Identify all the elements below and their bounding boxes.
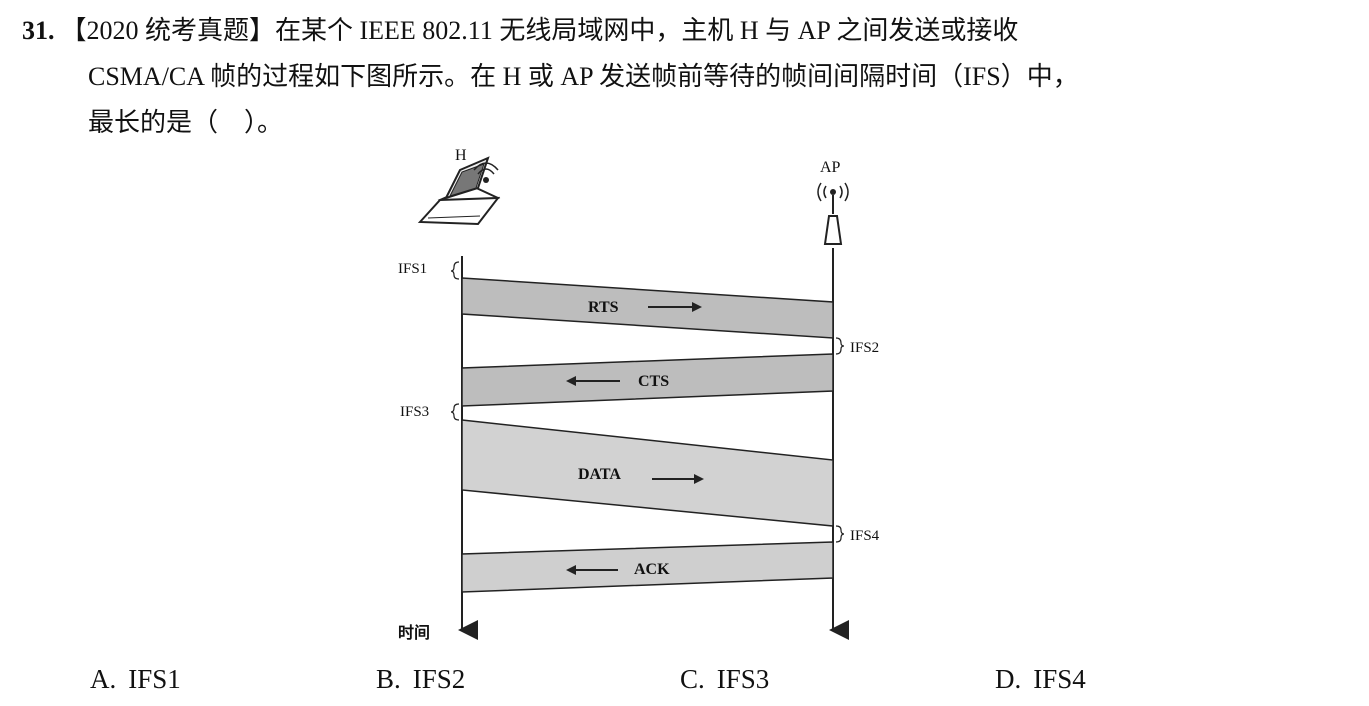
time-axis-label: 时间 <box>398 623 430 642</box>
question-text-line-3: 最长的是（ ）。 <box>88 108 284 137</box>
ap-antenna-icon <box>817 182 849 245</box>
ifs3-label: IFS3 <box>400 404 429 420</box>
host-wifi-icon <box>473 162 499 183</box>
ack-label: ACK <box>634 561 670 578</box>
answer-options: A. IFS1 B. IFS2 C. IFS3 D. IFS4 <box>0 664 1369 704</box>
question-number: 31. <box>22 16 55 45</box>
cts-arrow <box>566 376 620 386</box>
ack-frame <box>461 541 834 593</box>
option-c[interactable]: C. IFS3 <box>680 664 769 695</box>
ap-label: AP <box>820 159 841 176</box>
option-c-letter: C. <box>680 664 705 694</box>
question-text-line-2: CSMA/CA 帧的过程如下图所示。在 H 或 AP 发送帧前等待的帧间间隔时间… <box>88 62 1079 91</box>
ifs3-brace <box>450 403 460 421</box>
option-c-text: IFS3 <box>716 664 770 694</box>
data-arrow <box>652 474 704 484</box>
question-text-line-1: 【2020 统考真题】在某个 IEEE 802.11 无线局域网中，主机 H 与… <box>60 16 1019 45</box>
option-a[interactable]: A. IFS1 <box>90 664 181 695</box>
ifs2-label: IFS2 <box>850 340 879 356</box>
ifs4-brace <box>835 525 845 543</box>
option-b-letter: B. <box>376 664 401 694</box>
ifs2-brace <box>835 337 845 355</box>
rts-arrow <box>648 302 702 312</box>
ifs1-label: IFS1 <box>398 261 427 277</box>
option-d-letter: D. <box>995 664 1022 694</box>
data-frame <box>461 419 834 527</box>
csma-ca-diagram: H AP <box>380 140 940 650</box>
host-label: H <box>455 147 467 164</box>
ack-arrow <box>566 565 618 575</box>
ifs1-brace <box>450 261 460 280</box>
question-stem: 31. 【2020 统考真题】在某个 IEEE 802.11 无线局域网中，主机 … <box>22 8 1352 146</box>
cts-frame <box>461 353 834 407</box>
option-d-text: IFS4 <box>1033 664 1086 694</box>
question-line-1: 31. 【2020 统考真题】在某个 IEEE 802.11 无线局域网中，主机 … <box>22 8 1352 54</box>
option-b[interactable]: B. IFS2 <box>376 664 465 695</box>
cts-label: CTS <box>638 373 669 390</box>
ifs4-label: IFS4 <box>850 528 880 544</box>
option-b-text: IFS2 <box>412 664 466 694</box>
rts-label: RTS <box>588 299 619 316</box>
option-d[interactable]: D. IFS4 <box>995 664 1086 695</box>
rts-frame <box>461 277 834 339</box>
data-label: DATA <box>578 466 621 483</box>
option-a-letter: A. <box>90 664 117 694</box>
option-a-text: IFS1 <box>128 664 181 694</box>
laptop-icon <box>417 156 501 226</box>
